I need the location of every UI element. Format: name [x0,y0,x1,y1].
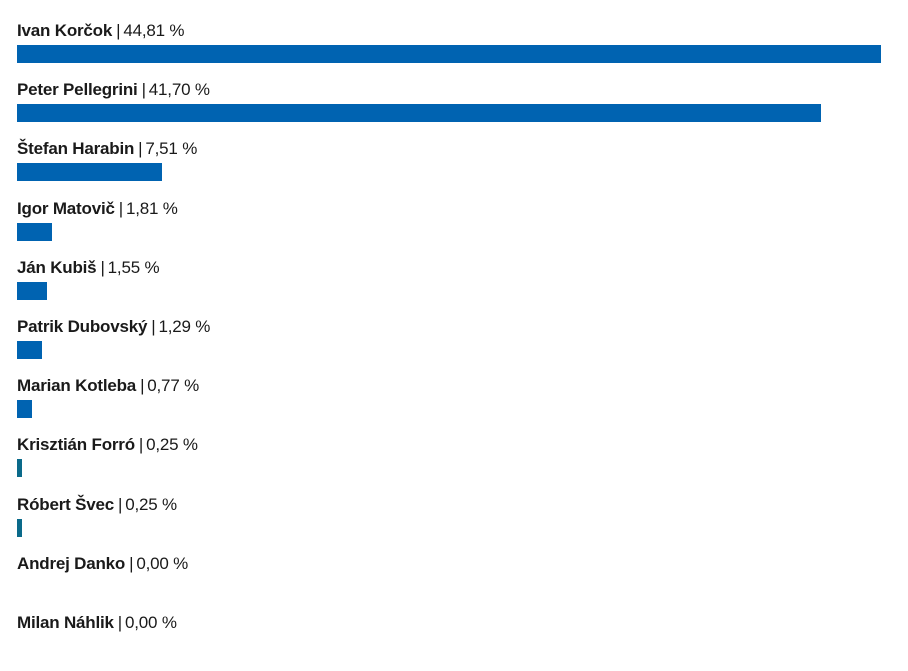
label-separator: | [118,198,123,218]
value-label: 0,00 % [136,553,189,573]
candidate-name: Patrik Dubovský [17,316,148,336]
bar-label: Igor Matovič | 1,81 % [17,198,178,220]
bar-label: Peter Pellegrini | 41,70 % [17,79,210,101]
label-separator: | [117,612,123,632]
bar-row: Marian Kotleba | 0,77 % [17,375,897,434]
bar [17,45,881,63]
bar-row: Krisztián Forró | 0,25 % [17,434,897,493]
value-label: 0,25 % [146,435,198,455]
bar [17,459,22,478]
value-label: 1,55 % [107,257,160,277]
bar-row: Milan Náhlik | 0,00 % [17,612,897,671]
bar-label: Štefan Harabin | 7,51 % [17,138,197,160]
bar-label: Marian Kotleba | 0,77 % [17,375,199,397]
bar-row: Ivan Korčok | 44,81 % [17,20,897,79]
label-separator: | [100,257,105,277]
bar-label: Ivan Korčok | 44,81 % [17,20,185,42]
candidate-name: Ivan Korčok [17,21,113,40]
candidate-name: Marian Kotleba [17,376,137,396]
value-label: 1,29 % [158,316,211,336]
results-bar-chart: Ivan Korčok | 44,81 % Peter Pellegrini | 41,7… [17,20,897,671]
label-separator: | [118,494,123,514]
label-separator: | [129,553,134,573]
candidate-name: Štefan Harabin [17,139,135,159]
label-separator: | [140,376,145,396]
value-label: 1,81 % [125,198,178,218]
bar-label: Milan Náhlik | 0,00 % [17,612,177,634]
bar [17,222,52,241]
label-separator: | [151,316,156,336]
bar [17,163,162,182]
bar-label: Krisztián Forró | 0,25 % [17,434,198,456]
value-label: 0,77 % [147,376,200,396]
candidate-name: Igor Matovič [17,198,115,218]
bar-label: Andrej Danko | 0,00 % [17,553,188,575]
value-label: 7,51 % [145,139,198,159]
bar-label: Róbert Švec | 0,25 % [17,494,177,516]
value-label: 0,00 % [125,612,177,632]
bar-row: Peter Pellegrini | 41,70 % [17,79,897,138]
candidate-name: Róbert Švec [17,494,115,514]
bar-row: Štefan Harabin | 7,51 % [17,138,897,197]
value-label: 0,25 % [125,494,177,514]
candidate-name: Milan Náhlik [17,612,114,632]
bar-label: Patrik Dubovský | 1,29 % [17,316,210,338]
value-label: 44,81 % [123,21,185,40]
bar [17,281,47,300]
label-separator: | [116,21,121,40]
label-separator: | [141,80,146,100]
bar-row: Patrik Dubovský | 1,29 % [17,316,897,375]
bar [17,340,42,359]
bar-row: Ján Kubiš | 1,55 % [17,257,897,316]
bar [17,104,821,123]
candidate-name: Andrej Danko [17,553,126,573]
candidate-name: Peter Pellegrini [17,80,138,100]
value-label: 41,70 % [148,80,210,100]
bar-row: Andrej Danko | 0,00 % [17,553,897,612]
bar [17,518,22,537]
label-separator: | [138,435,144,455]
bar-row: Róbert Švec | 0,25 % [17,494,897,553]
label-separator: | [138,139,143,159]
candidate-name: Ján Kubiš [17,257,97,277]
bar-row: Igor Matovič | 1,81 % [17,198,897,257]
bar-label: Ján Kubiš | 1,55 % [17,257,160,279]
candidate-name: Krisztián Forró [17,435,135,455]
bar [17,400,32,419]
